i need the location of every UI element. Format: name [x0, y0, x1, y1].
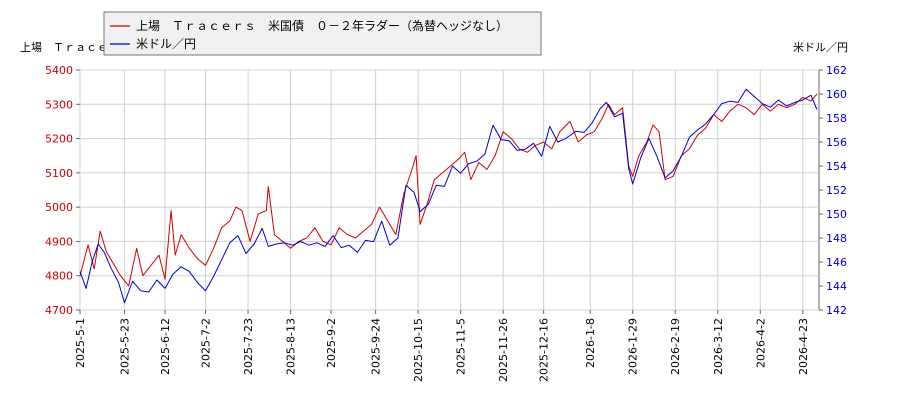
- right-tick-label: 162: [826, 64, 847, 77]
- right-tick-label: 160: [826, 88, 847, 101]
- left-tick-label: 5300: [45, 98, 73, 111]
- x-tick-label: 2025-5-1: [74, 318, 87, 368]
- right-tick-label: 154: [826, 160, 847, 173]
- x-axis-ticks: 2025-5-1 2025-5-23 2025-6-12 2025-7-2 2025-7…: [74, 310, 810, 382]
- x-tick-label: 2025-12-16: [538, 318, 551, 382]
- left-tick-label: 4800: [45, 270, 73, 283]
- x-tick-label: 2025-10-15: [412, 318, 425, 382]
- x-tick-label: 2026-4-2: [754, 318, 767, 368]
- left-tick-label: 5100: [45, 167, 73, 180]
- x-tick-label: 2026-4-23: [797, 318, 810, 375]
- right-tick-label: 150: [826, 208, 847, 221]
- series-line-usdjpy: [79, 88, 818, 304]
- legend-box: [103, 11, 542, 56]
- legend: 上場 Ｔｒａｃｅｒｓ 米国債 ０－２年ラダー（為替ヘッジなし） 米ドル／円: [103, 11, 542, 56]
- right-tick-label: 156: [826, 136, 847, 149]
- right-tick-label: 146: [826, 256, 847, 269]
- left-tick-label: 5200: [45, 133, 73, 146]
- x-tick-label: 2026-3-12: [712, 318, 725, 375]
- x-tick-label: 2025-9-2: [325, 318, 338, 368]
- legend-label-tracers: 上場 Ｔｒａｃｅｒｓ 米国債 ０－２年ラダー（為替ヘッジなし）: [136, 18, 508, 33]
- legend-label-usdjpy: 米ドル／円: [136, 37, 196, 51]
- left-axis-ticks: 4700 4800 4900 5000 5100 5200 5300 5400: [45, 64, 80, 317]
- left-tick-label: 5000: [45, 201, 73, 214]
- x-tick-label: 2025-6-12: [159, 318, 172, 375]
- x-tick-label: 2025-11-5: [455, 318, 468, 375]
- left-axis-title: 上場 Ｔｒａｃｅ: [20, 41, 108, 54]
- x-tick-label: 2025-7-23: [242, 318, 255, 375]
- left-tick-label: 5400: [45, 64, 73, 77]
- right-tick-label: 158: [826, 112, 847, 125]
- series-line-tracers: [79, 93, 818, 287]
- right-axis-title: 米ドル／円: [793, 41, 848, 54]
- x-tick-label: 2026-1-8: [584, 318, 597, 368]
- left-tick-label: 4900: [45, 235, 73, 248]
- right-tick-label: 152: [826, 184, 847, 197]
- x-tick-label: 2026-1-29: [627, 318, 640, 375]
- x-tick-label: 2025-7-2: [200, 318, 213, 368]
- right-tick-label: 144: [826, 280, 847, 293]
- x-tick-label: 2025-5-23: [119, 318, 132, 375]
- right-tick-label: 148: [826, 232, 847, 245]
- x-tick-label: 2025-9-24: [370, 318, 383, 375]
- right-axis-ticks: 142 144 146 148 150 152 154 156 158 160 162: [819, 64, 847, 317]
- plot-area: [79, 69, 820, 311]
- x-tick-label: 2025-11-26: [497, 318, 510, 382]
- x-tick-label: 2025-8-13: [285, 318, 298, 375]
- right-tick-label: 142: [826, 304, 847, 317]
- x-tick-label: 2026-2-19: [669, 318, 682, 375]
- left-tick-label: 4700: [45, 304, 73, 317]
- series-layer: [79, 88, 818, 304]
